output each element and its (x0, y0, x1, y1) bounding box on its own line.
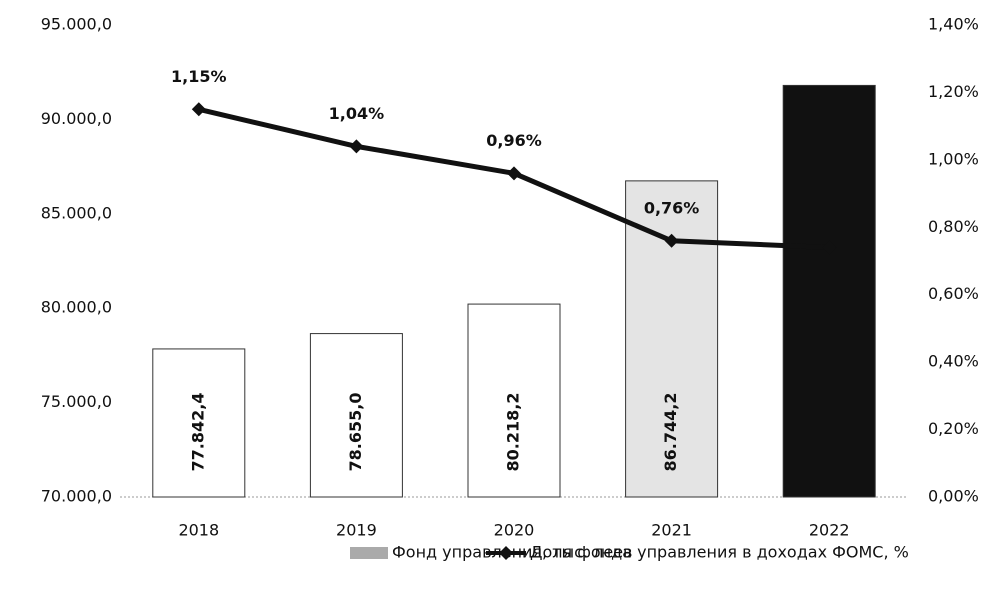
y-tick-label: 80.000,0 (41, 298, 112, 317)
bar (467, 303, 561, 498)
line-marker (822, 240, 837, 255)
line-marker (191, 102, 206, 117)
line-value-label: 1,04% (329, 104, 385, 123)
y2-tick-label: 0,60% (928, 284, 979, 303)
bar-value-label: 86.744,2 (661, 393, 680, 472)
y-tick-label: 70.000,0 (41, 487, 112, 506)
y2-tick-label: 0,00% (928, 487, 979, 506)
bar-value-label: 78.655,0 (346, 393, 365, 472)
x-tick-label: 2020 (494, 521, 535, 540)
legend-label: Доля фонда управления в доходах ФОМС, % (530, 543, 909, 562)
legend-swatch (350, 547, 388, 559)
line-marker (664, 233, 679, 248)
y-tick-label: 75.000,0 (41, 392, 112, 411)
line-value-label: 1,15% (171, 67, 227, 86)
x-tick-label: 2019 (336, 521, 377, 540)
x-tick-label: 2018 (178, 521, 219, 540)
bar (152, 348, 246, 498)
y2-tick-label: 1,20% (928, 82, 979, 101)
legend-marker (499, 546, 513, 560)
line-marker (349, 139, 364, 154)
bar (309, 333, 403, 498)
x-tick-label: 2022 (809, 521, 850, 540)
y-tick-label: 95.000,0 (41, 15, 112, 34)
y-tick-label: 85.000,0 (41, 203, 112, 222)
bar-value-label: 77.842,4 (188, 393, 207, 472)
y-tick-label: 90.000,0 (41, 109, 112, 128)
line-marker (507, 166, 521, 181)
y2-tick-label: 0,20% (928, 419, 979, 438)
y2-tick-label: 0,80% (928, 217, 979, 236)
y2-tick-label: 0,40% (928, 352, 979, 371)
bar (625, 180, 719, 498)
y2-tick-label: 1,00% (928, 149, 979, 168)
bar (782, 84, 876, 498)
bar-value-label: 80.218,2 (504, 393, 523, 472)
y2-tick-label: 1,40% (928, 15, 979, 34)
line-value-label: 0,96% (486, 131, 542, 150)
line-value-label: 0,76% (644, 198, 700, 217)
x-tick-label: 2021 (651, 521, 692, 540)
